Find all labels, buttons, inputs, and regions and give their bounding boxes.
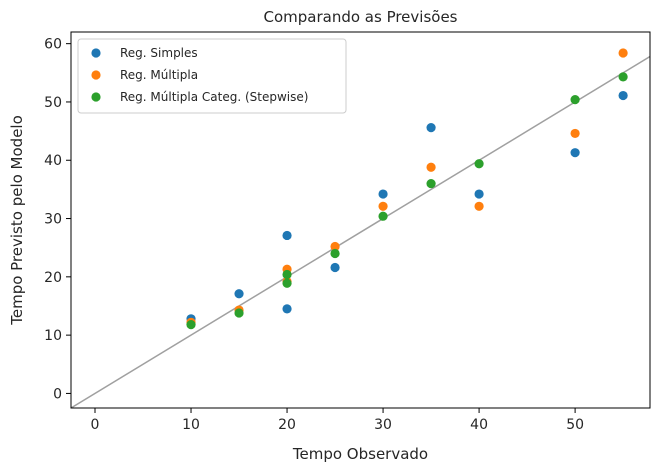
legend-label: Reg. Simples — [120, 46, 198, 60]
data-point-series-3 — [570, 95, 580, 105]
data-point-series-1 — [426, 123, 436, 133]
data-point-series-3 — [282, 278, 292, 288]
y-tick-label: 30 — [44, 212, 62, 228]
data-point-series-1 — [618, 90, 628, 101]
x-tick-label: 50 — [566, 417, 584, 433]
data-point-series-3 — [186, 320, 196, 330]
legend-marker — [91, 92, 101, 102]
legend: Reg. Simples Reg. Múltipla Reg. Múltipla C… — [77, 38, 347, 114]
data-point-series-1 — [378, 189, 388, 199]
y-tick-label: 40 — [44, 153, 62, 169]
y-axis-label: Tempo Previsto pelo Modelo — [8, 115, 26, 326]
y-tick-label: 0 — [53, 386, 62, 402]
legend-box — [77, 38, 347, 114]
y-tick-label: 20 — [44, 270, 62, 286]
x-tick-label: 0 — [91, 417, 100, 433]
data-point-series-3 — [474, 159, 484, 169]
x-axis-label: Tempo Observado — [292, 445, 428, 463]
data-point-series-1 — [234, 289, 244, 299]
data-point-series-3 — [618, 72, 628, 82]
x-tick-label: 20 — [278, 417, 296, 433]
axis-ticks: 0 10 20 30 40 50 0 10 20 30 40 50 60 — [44, 37, 584, 433]
data-point-series-3 — [378, 211, 388, 221]
legend-marker — [91, 48, 101, 58]
data-point-series-2 — [570, 128, 580, 139]
y-tick-label: 60 — [44, 37, 62, 53]
chart-title: Comparando as Previsões — [263, 8, 457, 26]
legend-marker — [91, 70, 101, 80]
plot-area — [71, 48, 650, 408]
data-point-series-1 — [282, 230, 292, 241]
data-point-series-1 — [570, 148, 580, 158]
data-point-series-2 — [426, 162, 436, 172]
x-tick-label: 30 — [374, 417, 392, 433]
legend-label: Reg. Múltipla — [120, 68, 198, 82]
data-point-series-1 — [474, 189, 484, 199]
legend-label: Reg. Múltipla Categ. (Stepwise) — [120, 90, 308, 104]
x-tick-label: 10 — [182, 417, 200, 433]
data-point-series-2 — [330, 241, 340, 252]
data-point-series-1 — [282, 304, 292, 314]
x-tick-label: 40 — [470, 417, 488, 433]
data-point-series-3 — [282, 269, 292, 280]
data-point-series-2 — [378, 201, 388, 211]
data-point-series-1 — [330, 262, 340, 273]
y-tick-label: 50 — [44, 95, 62, 111]
plot-frame — [70, 31, 651, 409]
data-point-series-3 — [330, 248, 340, 259]
data-point-series-2 — [618, 48, 628, 58]
y-tick-label: 10 — [44, 328, 62, 344]
data-point-series-3 — [426, 178, 436, 189]
data-point-series-3 — [234, 308, 244, 318]
data-point-series-2 — [474, 201, 484, 211]
